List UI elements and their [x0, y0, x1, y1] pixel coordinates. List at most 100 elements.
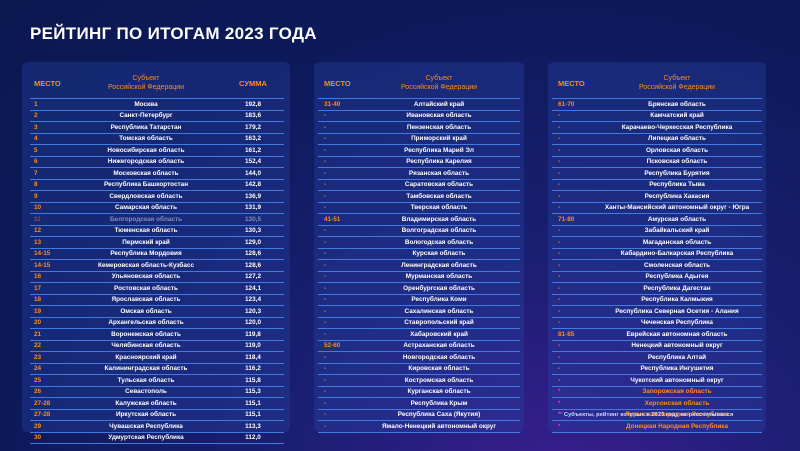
row-place: -: [558, 238, 561, 246]
row-place: -: [324, 250, 327, 258]
table-row: 27-28 Калужская область 115,1: [30, 398, 284, 410]
table-row: - Курганская область: [318, 387, 520, 398]
row-subject: Севастополь: [125, 388, 167, 396]
row-place: 13: [34, 238, 42, 246]
row-subject: Запорожская область: [642, 388, 712, 396]
row-place: -: [324, 181, 327, 189]
row-subject: Карачаево-Черкесская Республика: [621, 123, 733, 131]
row-place: 27-28: [34, 411, 51, 419]
row-sum: 115,1: [245, 411, 261, 419]
row-sum: 144,0: [245, 169, 261, 177]
row-subject: Ивановская область: [406, 112, 472, 120]
row-subject: Орловская область: [645, 146, 709, 154]
row-place: -: [558, 181, 561, 189]
row-subject: Донецкая Народная Республика: [625, 422, 729, 430]
row-subject: Красноярский край: [115, 353, 177, 361]
row-place: 25: [34, 376, 42, 384]
row-place: -: [324, 112, 327, 120]
table-row: - Республика Коми: [318, 295, 520, 306]
row-subject: Забайкальский край: [644, 227, 710, 235]
row-subject: Ненецкий автономный округ: [631, 342, 723, 350]
row-subject: Ставропольский край: [404, 319, 474, 327]
row-sum: 115,3: [245, 388, 261, 396]
row-sum: 124,1: [245, 284, 261, 292]
row-place: 81-85: [558, 330, 575, 338]
table-row: 23 Красноярский край 118,4: [30, 352, 284, 364]
table-header: МЕСТО Субъект Российской Федерации: [318, 68, 520, 99]
row-place: -: [324, 204, 327, 212]
row-subject: Чувашская Республика: [109, 422, 183, 430]
row-subject: Архангельская область: [108, 319, 184, 327]
row-sum: 118,4: [245, 353, 261, 361]
table-row: 19 Омская область 120,3: [30, 306, 284, 318]
table-row: 26 Севастополь 115,3: [30, 387, 284, 398]
ranking-table-top30: МЕСТО Субъект Российской Федерации СУММА…: [22, 62, 290, 444]
table-row: - Ленинградская область: [318, 260, 520, 272]
table-row: 14-15 Кемеровская область-Кузбасс 128,6: [30, 260, 284, 272]
row-place: 9: [34, 192, 38, 200]
row-place: 27-28: [34, 399, 51, 407]
table-row: - Приморский край: [318, 134, 520, 145]
row-sum: 120,0: [245, 319, 261, 327]
row-place: 19: [34, 307, 42, 315]
table-row: 21 Воронежская область 119,8: [30, 329, 284, 341]
row-sum: 119,0: [245, 342, 261, 350]
row-subject: Республика Калмыкия: [641, 296, 713, 304]
row-sum: 128,6: [245, 250, 261, 258]
table-row: - Тамбовская область: [318, 191, 520, 203]
row-subject: Томская область: [119, 135, 173, 143]
table-row: - Камчатский край: [552, 111, 762, 122]
table-row: - Кабардино-Балкарская Республика: [552, 249, 762, 260]
row-subject: Луганская Народная Республика: [625, 411, 729, 419]
header-subject-line1: Субъект: [132, 75, 160, 82]
row-subject: Чукотский автономный округ: [630, 376, 724, 384]
table-row: - Республика Адыгея: [552, 272, 762, 283]
row-subject: Брянская область: [648, 100, 706, 108]
header-place: МЕСТО: [324, 78, 351, 88]
row-place: -: [558, 296, 561, 304]
table-row: 30 Удмуртская Республика 112,0: [30, 433, 284, 444]
table-row: 13 Пермский край 129,0: [30, 237, 284, 249]
row-place: 22: [34, 342, 42, 350]
row-sum: 115,8: [245, 376, 261, 384]
row-place: -: [324, 192, 327, 200]
row-place: 1: [34, 100, 38, 108]
row-subject: Псковская область: [646, 158, 708, 166]
row-place: -: [558, 192, 561, 200]
table-row: - Тверская область: [318, 203, 520, 214]
row-place: *: [558, 399, 561, 407]
table-row: - Магаданская область: [552, 237, 762, 249]
table-body: 61-70 Брянская область - Камчатский край - Ка…: [552, 99, 762, 433]
row-place: -: [558, 135, 561, 143]
header-subject: Субъект Российской Федерации: [358, 74, 520, 92]
row-place: 11: [34, 215, 41, 223]
table-row: - Республика Марий Эл: [318, 145, 520, 157]
row-place: -: [558, 284, 561, 292]
row-sum: 179,2: [245, 123, 261, 131]
table-row: - Чукотский автономный округ: [552, 375, 762, 387]
row-place: -: [558, 261, 561, 269]
table-row: - Костромская область: [318, 375, 520, 387]
row-place: -: [324, 399, 327, 407]
row-place: 2: [34, 112, 38, 120]
row-place: -: [324, 169, 327, 177]
row-place: 26: [34, 388, 42, 396]
table-row: - Карачаево-Черкесская Республика: [552, 122, 762, 134]
row-sum: 116,2: [245, 365, 261, 373]
row-place: -: [324, 330, 327, 338]
row-place: 20: [34, 319, 42, 327]
row-place: -: [324, 307, 327, 315]
row-place: -: [324, 238, 327, 246]
row-subject: Ульяновская область: [111, 273, 181, 281]
table-row: 11 Белгородская область 130,5: [30, 214, 284, 226]
row-place: -: [324, 422, 327, 430]
table-row: * Херсонская область: [552, 398, 762, 410]
row-subject: Челябинская область: [111, 342, 181, 350]
row-place: 31-40: [324, 100, 341, 108]
table-row: 8 Республика Башкортостан 142,8: [30, 180, 284, 191]
row-subject: Москва: [134, 100, 158, 108]
row-subject: Республика Тыва: [649, 181, 705, 189]
row-subject: Приморский край: [411, 135, 467, 143]
table-row: - Хабаровский край: [318, 329, 520, 341]
row-subject: Костромская область: [404, 376, 474, 384]
